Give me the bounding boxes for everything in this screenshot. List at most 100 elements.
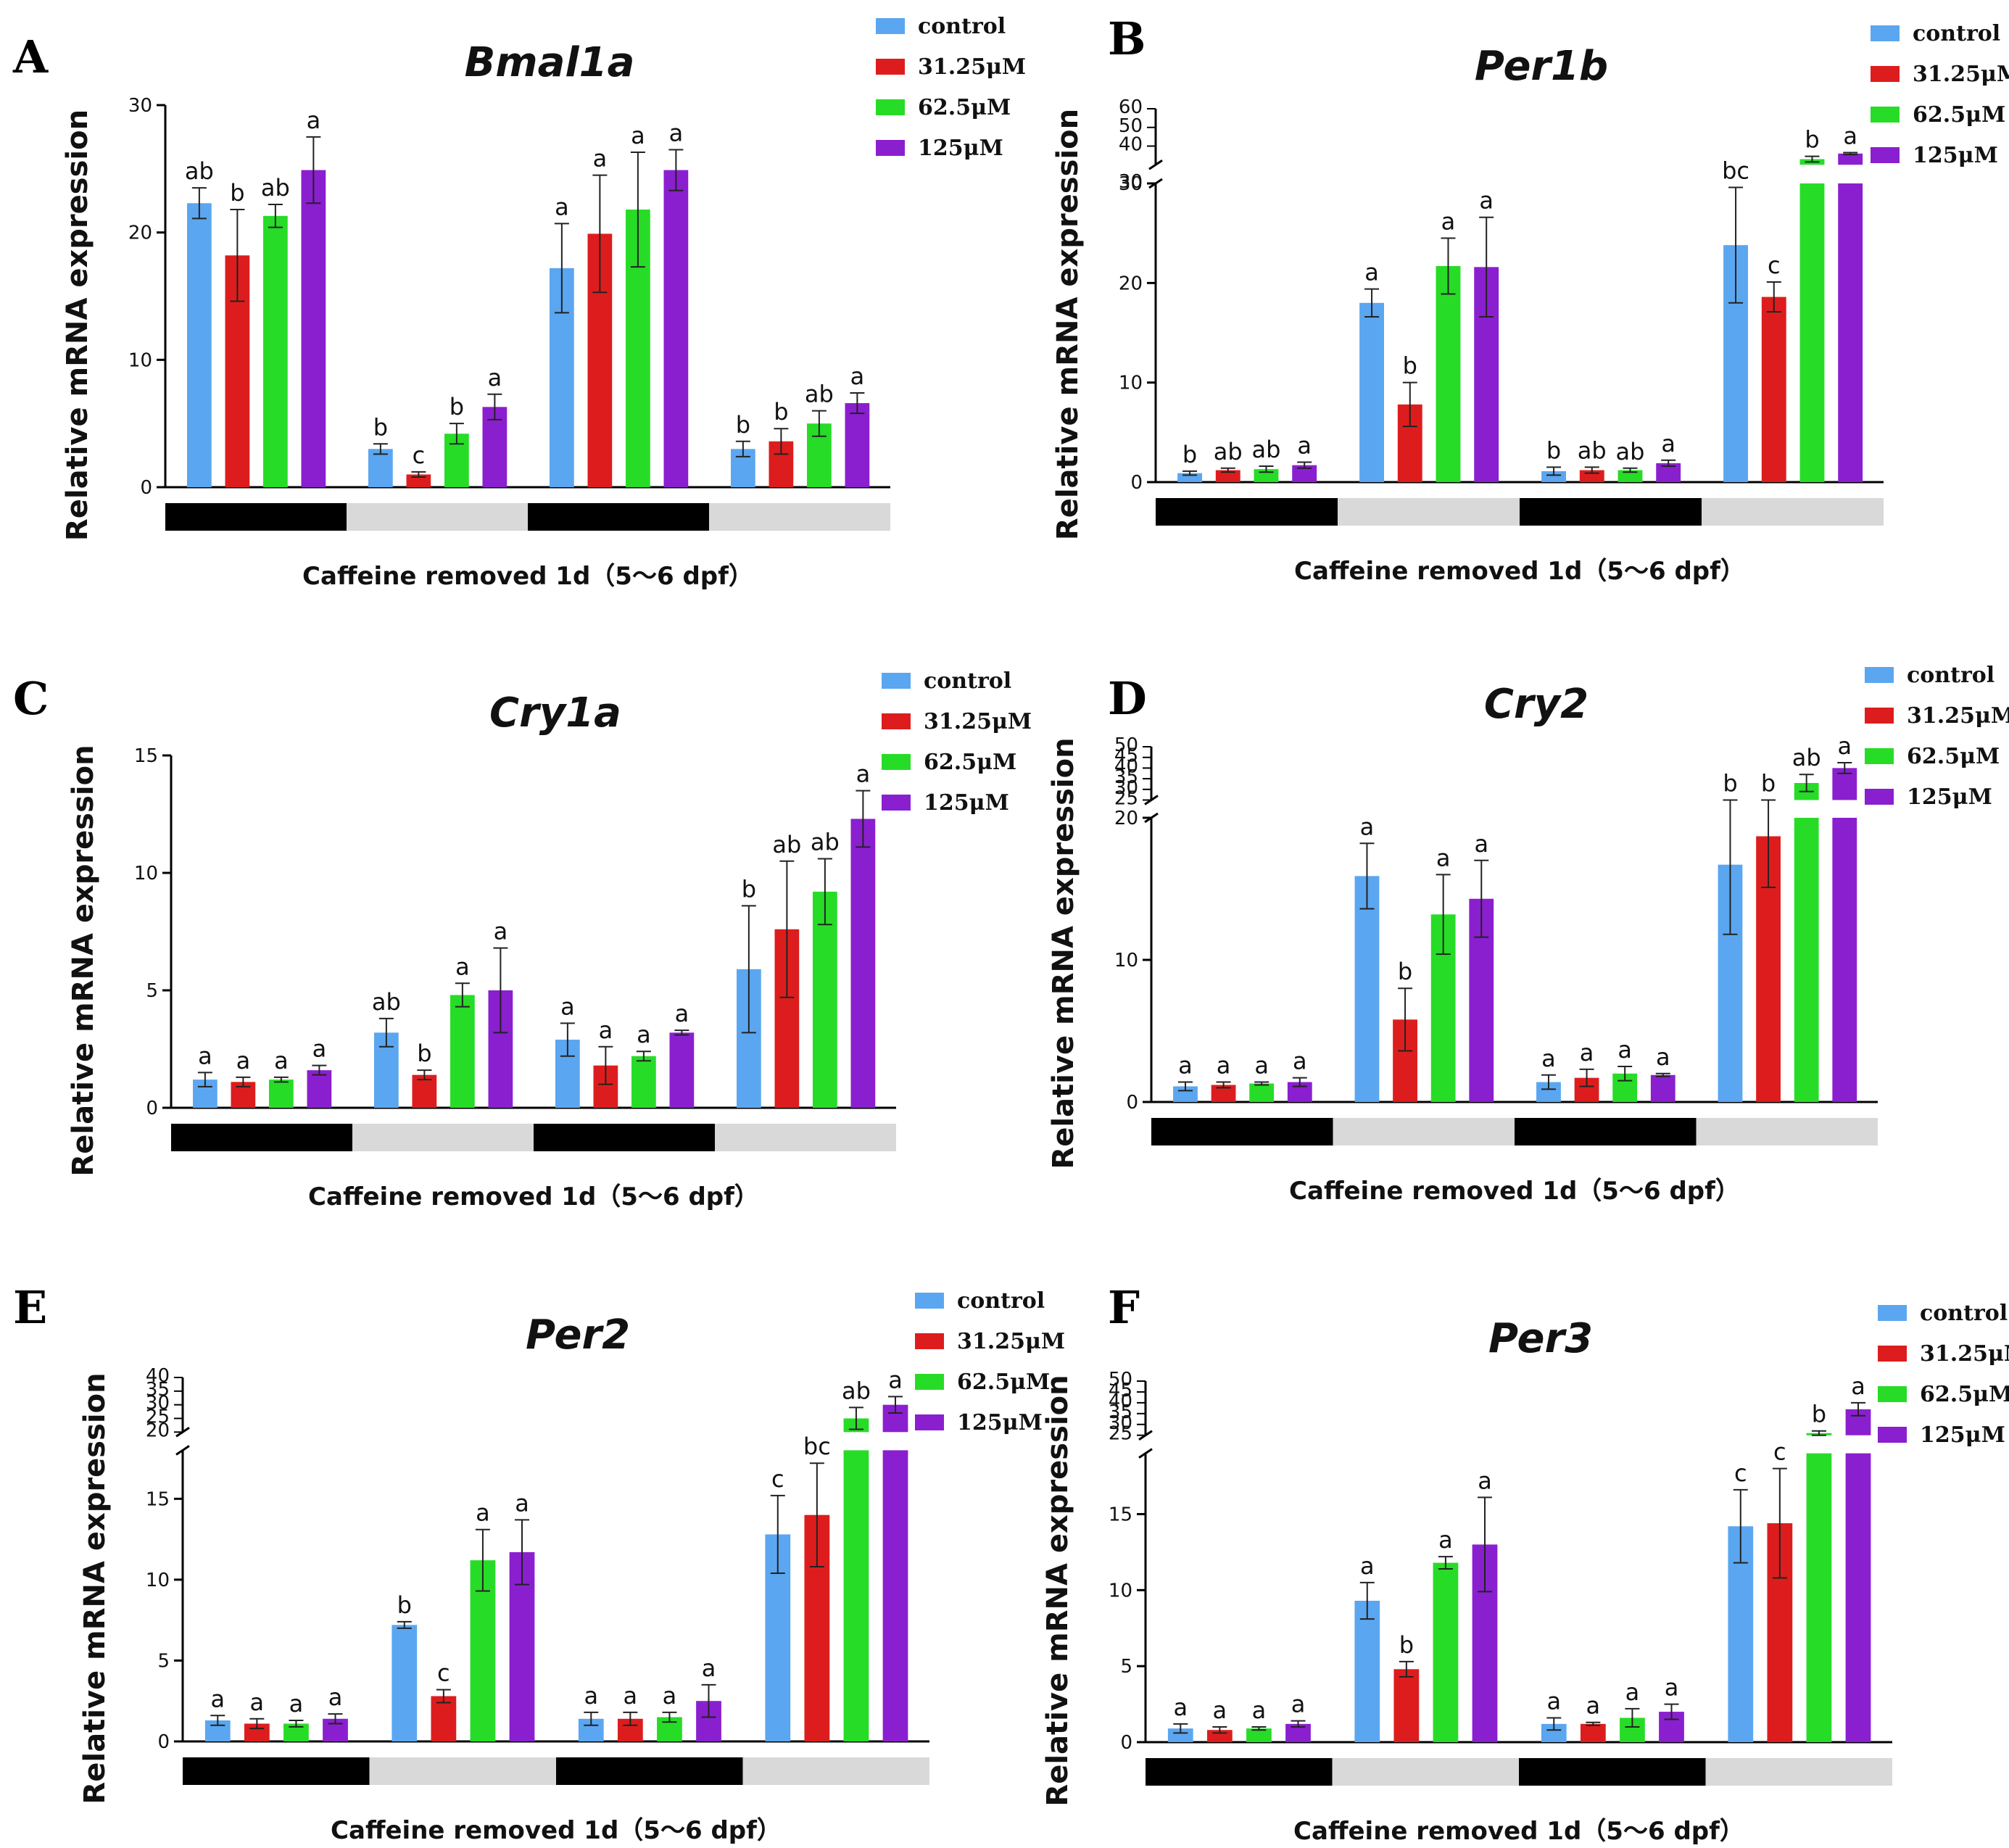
legend-label: 125μM: [1920, 1422, 2005, 1448]
y-tick-label: 35: [1109, 1401, 1132, 1423]
panel-letter: D: [1108, 672, 1147, 725]
light-phase-bar: [369, 1757, 556, 1785]
dark-phase-bar: [1515, 1118, 1697, 1145]
significance-label: a: [1441, 208, 1456, 236]
significance-label: a: [1546, 1687, 1561, 1715]
bar: [431, 1696, 457, 1741]
significance-label: a: [1661, 430, 1675, 457]
y-tick-label: 45: [1114, 745, 1138, 767]
bar: [1359, 302, 1385, 482]
y-tick-label: 30: [128, 95, 152, 117]
legend-swatch: [882, 713, 911, 729]
bar: [1211, 1085, 1236, 1102]
panel-letter: B: [1108, 12, 1146, 65]
significance-label: a: [488, 364, 502, 391]
y-tick-label: 0: [157, 1731, 170, 1753]
legend-label: 62.5μM: [918, 95, 1011, 120]
chart-title: Bmal1a: [465, 39, 635, 86]
significance-label: a: [1213, 1696, 1227, 1724]
dark-phase-bar: [534, 1124, 715, 1151]
significance-label: ab: [842, 1377, 871, 1404]
legend-swatch: [1871, 66, 1900, 82]
legend-swatch: [1871, 25, 1900, 41]
legend-label: 31.25μM: [1920, 1341, 2009, 1367]
significance-label: a: [624, 1682, 638, 1710]
significance-label: b: [1403, 352, 1417, 380]
significance-label: a: [210, 1685, 225, 1712]
significance-label: a: [1656, 1043, 1670, 1071]
legend-swatch: [876, 140, 905, 156]
y-tick-label: 25: [1109, 1423, 1132, 1445]
significance-label: a: [1580, 1039, 1594, 1066]
x-axis-label: Caffeine removed 1d（5～6 dpf）: [1289, 1177, 1740, 1206]
significance-label: ab: [811, 829, 840, 856]
x-axis-label: Caffeine removed 1d（5～6 dpf）: [331, 1816, 782, 1845]
significance-label: a: [236, 1047, 251, 1074]
significance-label: a: [1851, 1372, 1865, 1400]
dark-phase-bar: [1151, 1118, 1333, 1145]
legend: control 31.25μM 62.5μM 125μM: [1878, 1301, 2009, 1448]
significance-label: b: [373, 413, 388, 441]
light-phase-bar: [352, 1124, 534, 1151]
panel-letter: A: [12, 30, 49, 83]
y-tick-label: 0: [1120, 1732, 1132, 1754]
legend-label: 62.5μM: [1913, 102, 2005, 128]
significance-label: a: [850, 362, 865, 390]
bar: [1650, 1074, 1675, 1102]
chart-title: Per3: [1488, 1315, 1593, 1362]
legend-swatch: [1878, 1386, 1907, 1402]
significance-label: ab: [1616, 438, 1645, 465]
light-phase-bar: [1705, 1758, 1892, 1786]
bar: [1806, 1453, 1832, 1742]
bar: [301, 170, 326, 487]
bar: [1354, 1600, 1380, 1742]
y-tick-label: 0: [1130, 472, 1143, 494]
significance-label: a: [1474, 830, 1488, 858]
panel-d: D Cry2 Relative mRNA expression 0 10 20253035…: [1047, 663, 2009, 1206]
significance-label: a: [1252, 1696, 1267, 1724]
significance-label: a: [593, 145, 608, 173]
axis-break-mark: [1138, 1448, 1153, 1459]
light-phase-bar: [347, 503, 528, 531]
bar: [263, 215, 288, 487]
dark-phase-bar: [171, 1124, 352, 1151]
significance-label: a: [1217, 1052, 1231, 1080]
legend-label: control: [918, 14, 1006, 39]
significance-label: b: [1761, 770, 1776, 797]
legend-swatch: [876, 59, 905, 75]
dark-phase-bar: [1520, 498, 1702, 526]
bar: [1845, 1453, 1871, 1742]
legend-label: 125μM: [957, 1410, 1043, 1435]
bar: [1436, 265, 1461, 482]
legend-label: control: [1913, 21, 2000, 46]
bar: [813, 891, 837, 1108]
significance-label: a: [1254, 1052, 1269, 1080]
y-tick-label: 0: [1126, 1092, 1138, 1114]
bar: [1799, 183, 1825, 482]
legend-label: control: [924, 668, 1011, 694]
x-axis-label: Caffeine removed 1d（5～6 dpf）: [1294, 557, 1745, 586]
y-axis-label: Relative mRNA expression: [67, 745, 100, 1176]
bar-upper: [1838, 153, 1863, 165]
legend-swatch: [876, 99, 905, 115]
dark-phase-bar: [1146, 1758, 1333, 1786]
legend-swatch: [1878, 1427, 1907, 1443]
significance-label: a: [307, 107, 321, 134]
significance-label: ab: [1792, 744, 1821, 771]
significance-label: c: [437, 1660, 450, 1687]
significance-label: b: [1805, 126, 1819, 154]
legend-swatch: [915, 1293, 944, 1309]
y-tick-label: 60: [1119, 96, 1143, 118]
light-phase-bar: [1696, 1118, 1878, 1145]
significance-label: b: [736, 411, 750, 439]
significance-label: a: [515, 1489, 529, 1517]
legend: control 31.25μM 62.5μM 125μM: [876, 14, 1026, 161]
y-tick-label: 50: [1114, 734, 1138, 756]
y-tick-label: 20: [128, 223, 152, 244]
bar: [663, 170, 689, 487]
legend-swatch: [1865, 708, 1894, 724]
legend-label: control: [1920, 1301, 2008, 1326]
light-phase-bar: [709, 503, 890, 531]
y-tick-label: 50: [1119, 115, 1143, 137]
